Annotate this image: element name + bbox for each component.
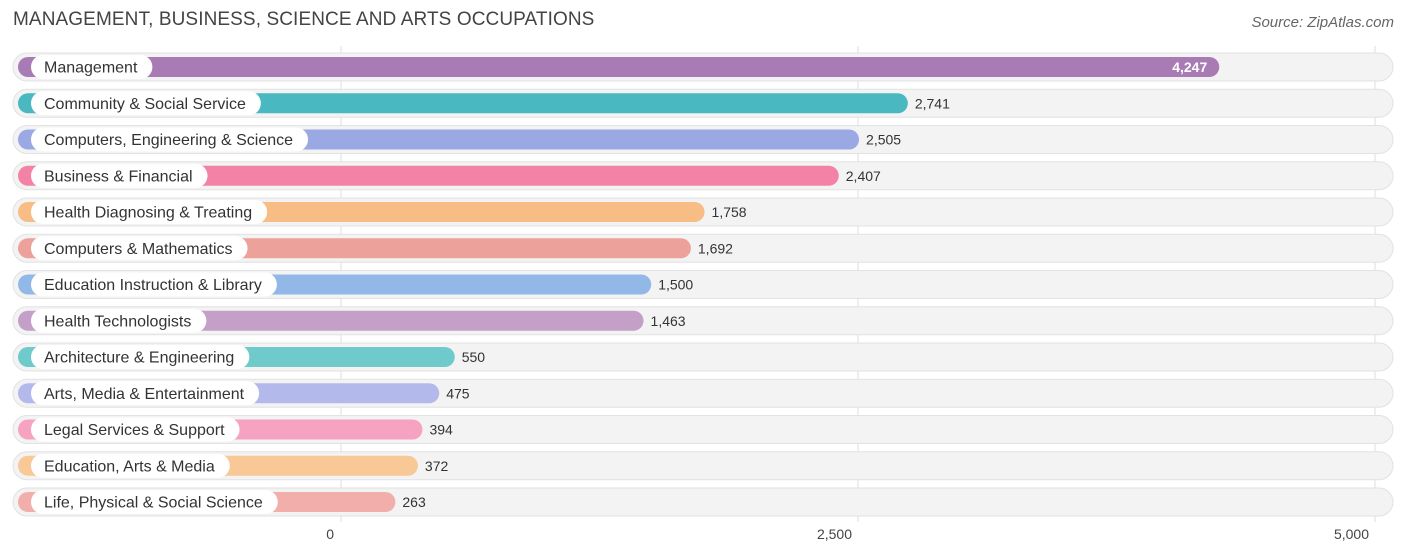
chart-title: MANAGEMENT, BUSINESS, SCIENCE AND ARTS O… (13, 9, 595, 30)
source-note: Source: ZipAtlas.com (1251, 14, 1394, 31)
x-tick-label: 5,000 (1334, 526, 1369, 542)
value-label: 1,500 (658, 277, 693, 293)
category-label: Health Technologists (44, 313, 191, 330)
value-label: 263 (402, 494, 426, 510)
category-label: Health Diagnosing & Treating (44, 205, 252, 222)
value-label: 550 (462, 349, 486, 365)
category-label-pill (31, 490, 278, 514)
category-label-pill (31, 453, 230, 478)
category-label-pill (31, 127, 309, 152)
value-label: 372 (425, 458, 449, 474)
category-label: Community & Social Service (44, 96, 246, 113)
category-label: Computers, Engineering & Science (44, 132, 293, 149)
value-label: 394 (429, 422, 453, 438)
bar-0 (18, 57, 1220, 77)
value-label: 2,505 (866, 132, 901, 148)
category-label-pill (31, 236, 248, 261)
value-label: 1,463 (651, 313, 686, 329)
value-label: 1,758 (712, 204, 747, 220)
category-label-pill (31, 272, 277, 297)
category-label-pill (31, 200, 268, 224)
value-label: 4,247 (1172, 59, 1207, 75)
category-label: Legal Services & Support (44, 422, 225, 439)
category-label-pill (31, 417, 240, 442)
category-label-pill (31, 163, 208, 188)
value-label: 1,692 (698, 240, 733, 256)
category-label: Business & Financial (44, 168, 193, 185)
category-label: Education, Arts & Media (44, 458, 215, 475)
category-label-pill (31, 55, 153, 79)
category-label: Life, Physical & Social Science (44, 495, 263, 512)
value-label: 2,407 (846, 168, 881, 184)
bar-3 (18, 165, 839, 186)
category-label: Computers & Mathematics (44, 241, 233, 258)
category-label: Management (44, 60, 138, 77)
category-label: Architecture & Engineering (44, 350, 234, 367)
category-label-pill (31, 345, 250, 369)
category-label-pill (31, 91, 261, 116)
value-label: 475 (446, 385, 470, 401)
x-tick-label: 2,500 (817, 526, 852, 542)
value-label: 2,741 (915, 95, 950, 111)
category-label: Arts, Media & Entertainment (44, 386, 245, 403)
x-tick-label: 0 (326, 526, 334, 542)
category-label-pill (31, 381, 260, 406)
category-label-pill (31, 308, 207, 333)
category-label: Education Instruction & Library (44, 277, 262, 294)
